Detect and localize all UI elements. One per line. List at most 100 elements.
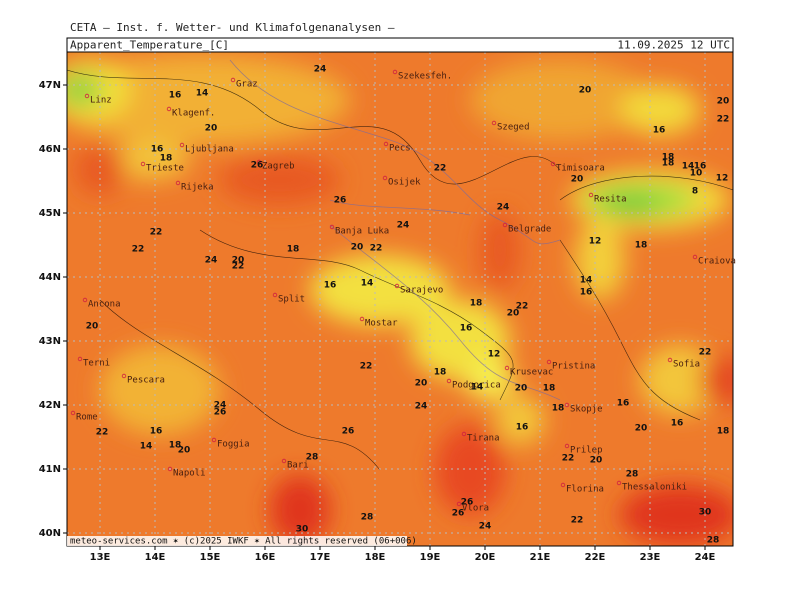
contour-label: 20 bbox=[351, 243, 364, 253]
city-name: Pristina bbox=[552, 362, 595, 372]
city-marker bbox=[77, 356, 83, 362]
contour-label: 24 bbox=[314, 65, 327, 75]
lon-tick-label: 14E bbox=[145, 552, 166, 563]
city-marker bbox=[564, 443, 570, 449]
city-name: Rome bbox=[76, 413, 98, 423]
city-marker bbox=[616, 480, 622, 486]
city-name: Tirana bbox=[467, 434, 500, 444]
city-marker bbox=[550, 161, 556, 167]
contour-label: 16 bbox=[580, 288, 593, 298]
city-name: Ljubljana bbox=[185, 145, 234, 155]
lat-tick-label: 46N bbox=[39, 144, 61, 155]
city-name: Foggia bbox=[217, 440, 250, 450]
city-name: Pescara bbox=[127, 376, 165, 386]
contour-label: 30 bbox=[296, 525, 309, 535]
lat-tick-label: 47N bbox=[39, 80, 61, 91]
city-name: Timisoara bbox=[556, 164, 605, 174]
contour-label: 10 bbox=[690, 169, 703, 179]
contour-label: 18 bbox=[662, 159, 675, 169]
contour-label: 24 bbox=[214, 401, 227, 411]
contour-label: 26 bbox=[461, 498, 474, 508]
contour-label: 18 bbox=[717, 427, 730, 437]
contour-label: 20 bbox=[232, 256, 245, 266]
city-marker bbox=[84, 93, 90, 99]
contour-label: 22 bbox=[717, 115, 730, 125]
contour-label: 16 bbox=[694, 162, 707, 172]
contour-label: 14 bbox=[682, 162, 695, 172]
city-name: Krusevac bbox=[510, 368, 553, 378]
city-marker bbox=[446, 378, 452, 384]
contour-label: 28 bbox=[306, 453, 319, 463]
city-marker bbox=[82, 297, 88, 303]
contour-label: 30 bbox=[699, 508, 712, 518]
lat-tick-label: 43N bbox=[39, 336, 61, 347]
contour-label: 22 bbox=[562, 454, 575, 464]
contour-label: 14 bbox=[580, 276, 593, 286]
contour-label: 18 bbox=[169, 441, 182, 451]
contour-label: 22 bbox=[699, 348, 712, 358]
contour-label: 26 bbox=[214, 408, 227, 418]
city-name: Rijeka bbox=[181, 183, 214, 193]
city-name: Zagreb bbox=[262, 162, 295, 172]
city-marker bbox=[167, 466, 173, 472]
city-name: Thessaloniki bbox=[622, 483, 687, 493]
contour-label: 22 bbox=[370, 244, 383, 254]
city-name: Osijek bbox=[388, 178, 421, 188]
lon-tick-label: 19E bbox=[420, 552, 441, 563]
city-marker bbox=[456, 501, 462, 507]
contour-label: 22 bbox=[571, 516, 584, 526]
contour-label: 18 bbox=[543, 384, 556, 394]
contour-label: 18 bbox=[470, 299, 483, 309]
contour-label: 18 bbox=[552, 404, 565, 414]
city-name: Resita bbox=[594, 195, 627, 205]
contour-label: 16 bbox=[150, 427, 163, 437]
contour-label: 16 bbox=[460, 324, 473, 334]
contour-label: 24 bbox=[479, 522, 492, 532]
city-name: Szekesfeh. bbox=[398, 72, 452, 82]
contour-label: 28 bbox=[361, 513, 374, 523]
city-marker bbox=[121, 373, 127, 379]
city-marker bbox=[175, 180, 181, 186]
city-marker bbox=[211, 437, 217, 443]
contour-label: 16 bbox=[653, 126, 666, 136]
city-marker bbox=[692, 254, 698, 260]
city-name: Terni bbox=[83, 359, 110, 369]
city-name: Klagenf. bbox=[172, 109, 215, 119]
contour-label: 12 bbox=[488, 350, 501, 360]
city-name: Linz bbox=[90, 96, 112, 106]
lon-tick-label: 16E bbox=[255, 552, 276, 563]
contour-label: 18 bbox=[287, 245, 300, 255]
lon-tick-label: 17E bbox=[310, 552, 331, 563]
city-name: Sarajevo bbox=[400, 286, 443, 296]
lon-tick-label: 15E bbox=[200, 552, 221, 563]
contour-label: 20 bbox=[205, 124, 218, 134]
city-name: Pecs bbox=[389, 144, 411, 154]
contour-label: 26 bbox=[452, 509, 465, 519]
lon-tick-label: 13E bbox=[90, 552, 111, 563]
lon-tick-label: 22E bbox=[585, 552, 606, 563]
city-name: Vlora bbox=[462, 504, 489, 514]
city-marker bbox=[394, 283, 400, 289]
contour-label: 18 bbox=[635, 241, 648, 251]
city-marker bbox=[564, 402, 570, 408]
city-marker bbox=[140, 161, 146, 167]
contour-label: 18 bbox=[434, 368, 447, 378]
city-name: Bari bbox=[287, 461, 309, 471]
contour-label: 22 bbox=[232, 262, 245, 272]
city-name: Trieste bbox=[146, 164, 184, 174]
lon-tick-label: 20E bbox=[475, 552, 496, 563]
city-marker bbox=[382, 175, 388, 181]
contour-label: 28 bbox=[626, 470, 639, 480]
contour-label: 12 bbox=[589, 237, 602, 247]
city-marker bbox=[392, 69, 398, 75]
contour-label: 16 bbox=[324, 281, 337, 291]
contour-label: 26 bbox=[342, 427, 355, 437]
contour-label: 16 bbox=[169, 91, 182, 101]
city-marker bbox=[329, 224, 335, 230]
contour-label: 20 bbox=[635, 424, 648, 434]
city-name: Belgrade bbox=[508, 225, 551, 235]
map-field bbox=[67, 52, 733, 546]
contour-label: 22 bbox=[150, 228, 163, 238]
contour-label: 20 bbox=[590, 456, 603, 466]
